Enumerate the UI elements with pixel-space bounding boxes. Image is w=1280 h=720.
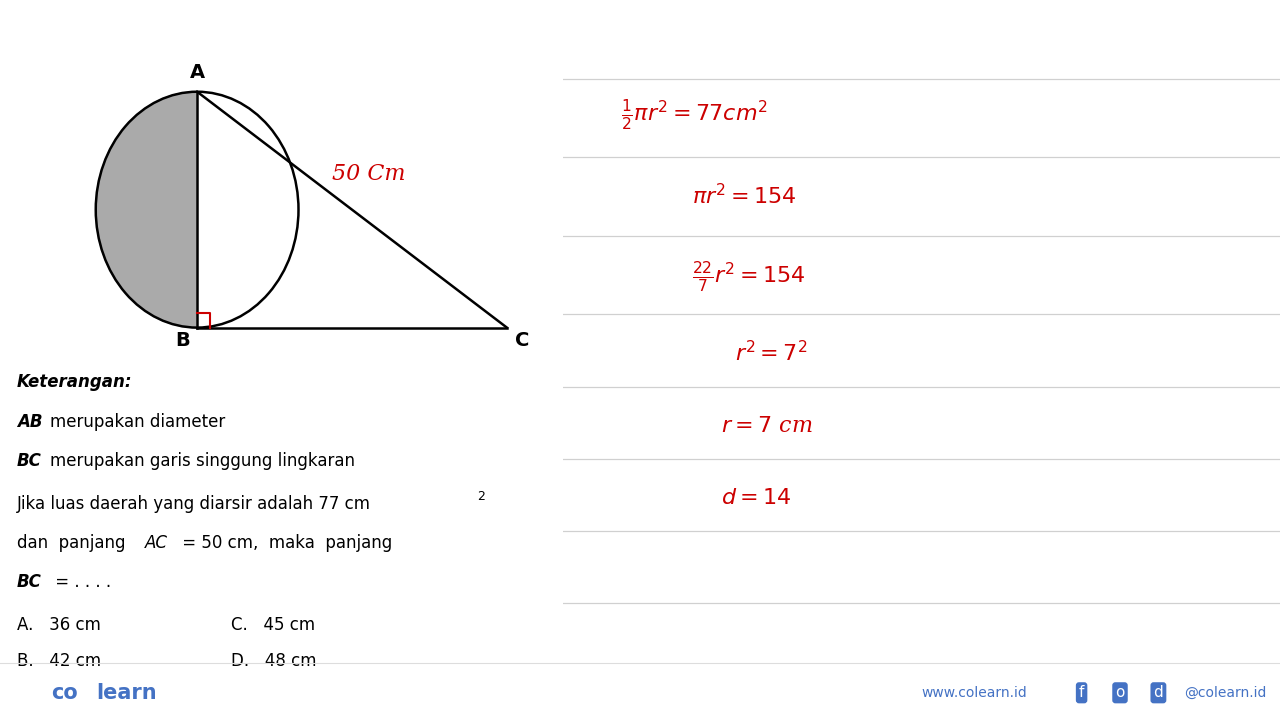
Text: f: f [1079, 685, 1084, 701]
Text: www.colearn.id: www.colearn.id [922, 685, 1028, 700]
Text: Keterangan:: Keterangan: [17, 374, 132, 392]
Text: B.   42 cm: B. 42 cm [17, 652, 101, 670]
Text: BC: BC [17, 573, 42, 591]
Text: o: o [1115, 685, 1125, 701]
Text: $\pi r^2 = 154$: $\pi r^2 = 154$ [692, 184, 796, 210]
Text: $\frac{22}{7} r^2 = 154$: $\frac{22}{7} r^2 = 154$ [692, 259, 806, 294]
Text: $d = 14$: $d = 14$ [721, 487, 791, 509]
Text: C: C [516, 331, 530, 350]
Text: 2: 2 [477, 490, 485, 503]
Text: $r^2 = 7^2$: $r^2 = 7^2$ [735, 341, 808, 366]
Polygon shape [96, 91, 197, 328]
Text: A.   36 cm: A. 36 cm [17, 616, 101, 634]
Text: = 50 cm,  maka  panjang: = 50 cm, maka panjang [178, 534, 393, 552]
Text: AC: AC [146, 534, 168, 552]
Text: co: co [51, 683, 78, 703]
Text: @colearn.id: @colearn.id [1184, 685, 1266, 700]
Text: $\frac{1}{2}\pi r^2 = 77cm^2$: $\frac{1}{2}\pi r^2 = 77cm^2$ [621, 97, 768, 132]
Text: = . . . .: = . . . . [50, 573, 110, 591]
Text: d: d [1153, 685, 1164, 701]
Text: A: A [189, 63, 205, 82]
Text: dan  panjang: dan panjang [17, 534, 131, 552]
Text: BC: BC [17, 452, 42, 470]
Text: merupakan diameter: merupakan diameter [50, 413, 225, 431]
Text: Jika luas daerah yang diarsir adalah 77 cm: Jika luas daerah yang diarsir adalah 77 … [17, 495, 371, 513]
Text: B: B [175, 331, 191, 350]
Text: $r = 7$ cm: $r = 7$ cm [721, 415, 813, 437]
Text: 50 Cm: 50 Cm [332, 163, 406, 184]
Text: AB: AB [17, 413, 42, 431]
Text: D.   48 cm: D. 48 cm [230, 652, 316, 670]
Text: C.   45 cm: C. 45 cm [230, 616, 315, 634]
Text: merupakan garis singgung lingkaran: merupakan garis singgung lingkaran [50, 452, 355, 470]
Text: learn: learn [96, 683, 156, 703]
